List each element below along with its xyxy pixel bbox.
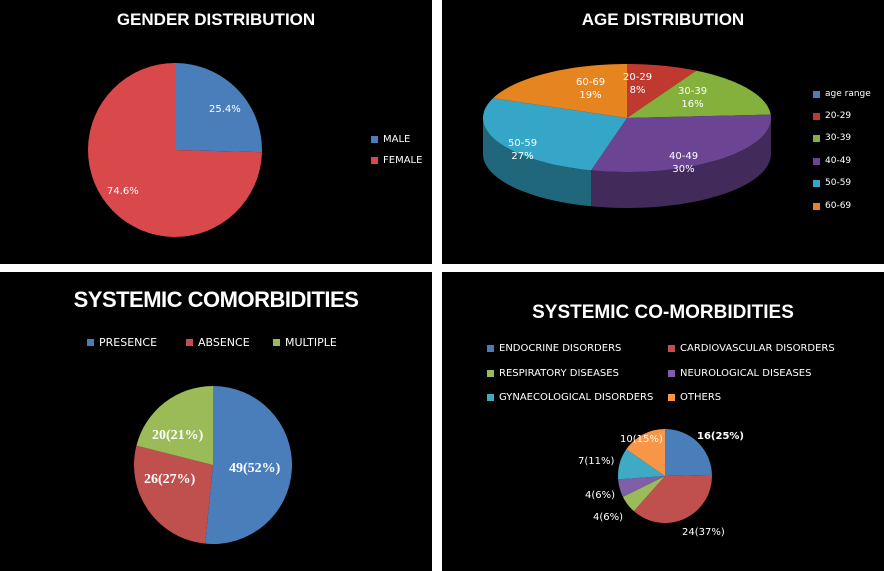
endocrine-swatch [487, 345, 494, 352]
age-20-29-data-label: 20-29 8% [623, 72, 653, 96]
respiratory-data-label: 4(6%) [593, 512, 624, 523]
age-50-59-data-label: 50-59 27% [508, 138, 538, 162]
gender-chart-title: GENDER DISTRIBUTION [116, 10, 316, 29]
legend-label-age-range: age range [825, 89, 871, 99]
age-20-29-swatch [813, 112, 820, 120]
multiple-swatch [273, 339, 280, 346]
legend-label-female: FEMALE [383, 155, 423, 166]
age-30-39-swatch [813, 134, 820, 142]
comorbidities-chart-title: SYSTEMIC COMORBIDITIES [73, 287, 359, 312]
absence-swatch [186, 339, 193, 346]
legend-item-50-59: 50-59 [813, 178, 851, 188]
endocrine-data-label: 16(25%) [697, 431, 744, 442]
legend-label-60-69: 60-69 [825, 201, 852, 211]
pie-slice-absence [134, 445, 213, 544]
respiratory-swatch [487, 370, 494, 377]
age-30-39-data-label: 30-39 16% [678, 86, 708, 110]
pie-slice-60-69 [493, 64, 627, 118]
pie-slice-40-49 [591, 114, 771, 172]
legend-item-30-39: 30-39 [813, 133, 851, 143]
age-50-59-swatch [813, 179, 820, 187]
pie-side-40-49 [591, 118, 771, 208]
neurological-data-label: 4(6%) [585, 490, 616, 501]
legend-label-20-29: 20-29 [825, 111, 852, 121]
neurological-swatch [668, 370, 675, 377]
legend-item-cardiovascular: CARDIOVASCULAR DISORDERS [668, 343, 835, 354]
legend-item-gynaecological: GYNAECOLOGICAL DISORDERS [487, 392, 653, 403]
co-morbidities-pie-chart [617, 429, 713, 524]
female-data-label: 74.6% [107, 186, 139, 197]
legend-label-respiratory: RESPIRATORY DISEASES [499, 368, 619, 379]
legend-label-endocrine: ENDOCRINE DISORDERS [499, 343, 622, 354]
pie-slice-female [87, 62, 262, 237]
age-chart-title: AGE DISTRIBUTION [581, 10, 745, 29]
legend-label-absence: ABSENCE [198, 336, 250, 349]
others-swatch [668, 394, 675, 401]
legend-label-others: OTHERS [680, 392, 722, 403]
gynaecological-data-label: 7(11%) [578, 456, 615, 467]
gender-distribution-panel: GENDER DISTRIBUTION 25.4% 74.6% MALE FEM… [0, 0, 432, 264]
legend-label-male: MALE [383, 134, 411, 145]
others-data-label: 10(15%) [620, 434, 663, 445]
legend-item-20-29: 20-29 [813, 111, 851, 121]
legend-item-neurological: NEUROLOGICAL DISEASES [668, 368, 811, 379]
pie-slice-presence [205, 386, 293, 544]
pie-slice-multiple [136, 386, 213, 465]
legend-item-others: OTHERS [668, 392, 721, 403]
cardiovascular-data-label: 24(37%) [682, 527, 725, 538]
legend-label-40-49: 40-49 [825, 156, 852, 166]
age-40-49-data-label: 40-49 30% [669, 151, 699, 175]
systemic-co-morbidities-panel: SYSTEMIC CO-MORBIDITIES ENDOCRINE DISORD… [442, 272, 884, 571]
legend-item-female: FEMALE [371, 155, 422, 166]
pie-slice-20-29 [627, 64, 697, 118]
age-60-69-swatch [813, 202, 820, 210]
presence-swatch [87, 339, 94, 346]
legend-label-50-59: 50-59 [825, 178, 852, 188]
gynaecological-swatch [487, 394, 494, 401]
co-morbidities-chart-title: SYSTEMIC CO-MORBIDITIES [532, 302, 794, 323]
legend-item-60-69: 60-69 [813, 201, 851, 211]
cardiovascular-swatch [668, 345, 675, 352]
legend-item-absence: ABSENCE [186, 336, 250, 349]
pie-slice-50-59 [483, 98, 627, 171]
male-data-label: 25.4% [209, 104, 241, 115]
pie-slice-male [175, 63, 262, 153]
presence-data-label: 49(52%) [229, 461, 281, 476]
legend-label-30-39: 30-39 [825, 133, 852, 143]
male-swatch [371, 136, 378, 143]
legend-item-endocrine: ENDOCRINE DISORDERS [487, 343, 621, 354]
age-pie-chart [483, 64, 771, 208]
pie-side-50-59 [483, 118, 592, 207]
pie-slice-gynaecological-disorders [617, 449, 665, 480]
legend-item-multiple: MULTIPLE [273, 336, 337, 349]
legend-label-gynaecological: GYNAECOLOGICAL DISORDERS [499, 392, 654, 403]
age-distribution-panel: AGE DISTRIBUTION 20-29 8% 30-39 16% 40-4… [442, 0, 884, 264]
legend-item-male: MALE [371, 134, 410, 145]
legend-label-multiple: MULTIPLE [285, 336, 337, 349]
pie-slice-neurological-diseases [618, 476, 665, 497]
legend-label-neurological: NEUROLOGICAL DISEASES [680, 368, 812, 379]
comorbidities-pie-chart [134, 386, 293, 544]
pie-slice-cardiovascular-disorders [633, 474, 713, 524]
multiple-data-label: 20(21%) [152, 428, 204, 443]
pie-slice-respiratory-diseases [622, 476, 665, 512]
legend-title-age-range: age range [813, 89, 871, 99]
pie-slice-others [626, 429, 665, 476]
pie-slice-30-39 [627, 70, 771, 118]
pie-slice-endocrine-disorders [665, 429, 712, 476]
systemic-comorbidities-panel: SYSTEMIC COMORBIDITIES PRESENCE ABSENCE … [0, 272, 432, 571]
legend-item-40-49: 40-49 [813, 156, 851, 166]
age-40-49-swatch [813, 157, 820, 165]
legend-label-cardiovascular: CARDIOVASCULAR DISORDERS [680, 343, 835, 354]
gender-pie-chart [87, 62, 262, 237]
legend-label-presence: PRESENCE [99, 336, 158, 349]
legend-item-presence: PRESENCE [87, 336, 157, 349]
age-60-69-data-label: 60-69 19% [576, 77, 606, 101]
absence-data-label: 26(27%) [144, 472, 196, 487]
age-range-swatch [813, 90, 820, 98]
female-swatch [371, 157, 378, 164]
legend-item-respiratory: RESPIRATORY DISEASES [487, 368, 619, 379]
